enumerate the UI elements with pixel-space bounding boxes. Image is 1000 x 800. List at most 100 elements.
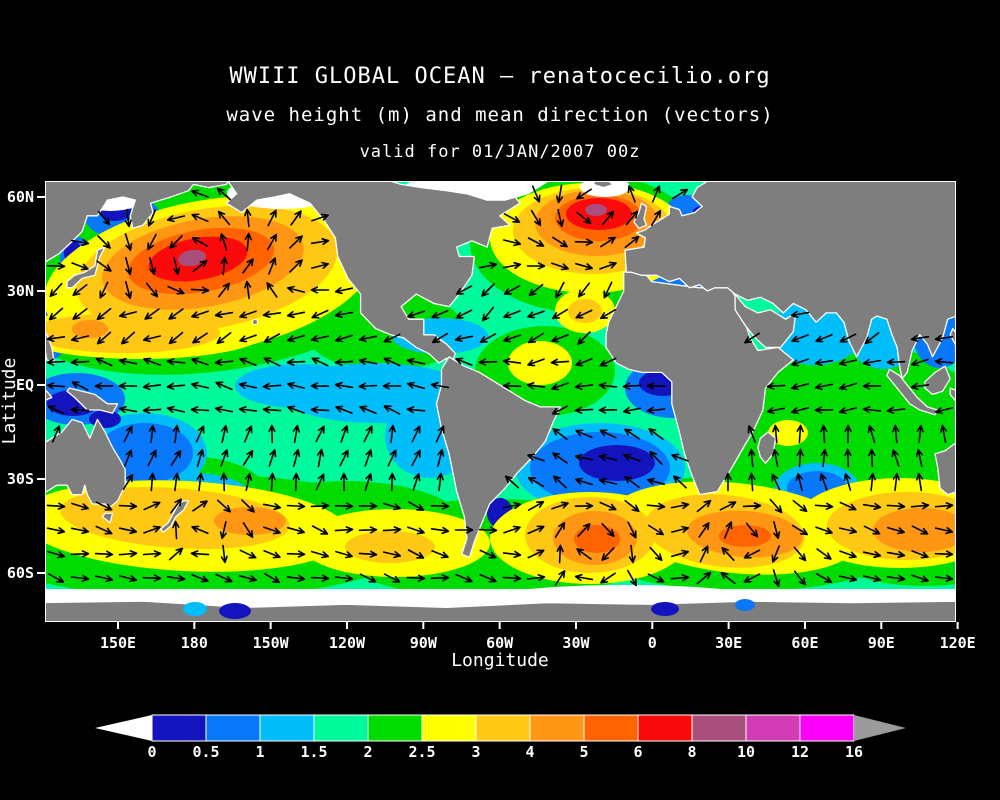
- south-america-landmass: [435, 356, 562, 558]
- vector-arrow: [71, 262, 89, 271]
- antarctica-layer: [45, 589, 956, 622]
- vector-arrow: [603, 281, 613, 299]
- page-subtitle: wave height (m) and mean direction (vect…: [226, 104, 774, 126]
- vector-arrow: [647, 477, 665, 485]
- vector-arrow: [551, 308, 569, 320]
- vector-arrow: [190, 550, 210, 558]
- colorbar-tick-label: 3: [471, 743, 480, 761]
- vector-arrow: [455, 573, 473, 583]
- vector-arrow: [481, 283, 495, 297]
- y-tick-label: 60S: [7, 564, 34, 582]
- vector-arrow: [771, 473, 781, 491]
- vector-arrow: [268, 472, 276, 492]
- vector-arrow: [412, 473, 421, 491]
- vector-arrow: [600, 572, 616, 584]
- vector-arrow: [624, 500, 640, 512]
- vector-arrow: [843, 473, 852, 491]
- vector-arrow: [263, 526, 281, 535]
- vector-arrow: [173, 256, 181, 276]
- vector-arrow: [125, 257, 133, 275]
- vector-arrow: [502, 382, 522, 390]
- vector-arrow: [124, 233, 133, 251]
- vector-arrow: [241, 499, 255, 513]
- vector-arrow: [481, 306, 495, 322]
- vector-arrow: [886, 406, 906, 414]
- vector-arrow: [168, 308, 184, 320]
- vector-arrow: [262, 310, 282, 318]
- y-tick-label: 30S: [7, 470, 34, 488]
- vector-arrow: [286, 574, 306, 582]
- colorbar-segment: [799, 714, 855, 742]
- vector-arrow: [650, 209, 662, 227]
- vector-arrow: [862, 551, 882, 559]
- vector-arrow: [220, 544, 228, 564]
- vector-arrow: [622, 382, 642, 390]
- vector-arrow: [724, 521, 733, 539]
- vector-arrow: [646, 382, 666, 390]
- vector-arrow: [816, 548, 832, 560]
- coastal-wave-patch: [183, 602, 207, 616]
- vector-arrow: [503, 310, 521, 319]
- vector-arrow: [147, 449, 157, 467]
- y-tick-label: 60N: [7, 188, 34, 206]
- x-tick-label: 90E: [868, 634, 895, 652]
- vector-arrow: [839, 333, 857, 343]
- vector-arrow: [145, 282, 159, 298]
- x-tick-label: 180: [181, 634, 208, 652]
- vector-arrow: [648, 524, 664, 536]
- vector-arrow: [147, 233, 157, 251]
- vector-arrow: [148, 424, 156, 444]
- british-isles-landmass: [633, 202, 648, 229]
- vector-arrow: [215, 573, 233, 583]
- vector-arrow: [934, 527, 954, 535]
- vector-arrow: [340, 425, 349, 443]
- wave-height-blob: [719, 525, 771, 547]
- vector-arrow: [359, 573, 377, 583]
- vector-arrow: [286, 550, 306, 558]
- vector-arrow: [71, 381, 89, 391]
- vector-arrow: [935, 407, 953, 415]
- colorbar-above-range-arrow: [854, 715, 906, 741]
- vector-arrow: [479, 333, 497, 343]
- colorbar-segment: [151, 714, 207, 742]
- vector-arrow: [407, 501, 425, 511]
- vector-arrow: [838, 359, 858, 367]
- colorbar-segment: [583, 714, 639, 742]
- vector-arrow: [217, 210, 231, 226]
- vector-arrow: [95, 501, 113, 511]
- vector-arrow: [454, 334, 474, 343]
- vector-arrow: [310, 574, 330, 582]
- vector-arrow: [527, 525, 545, 535]
- vector-arrow: [624, 235, 640, 249]
- vector-arrow: [790, 310, 810, 319]
- vector-arrow: [720, 571, 736, 585]
- vector-arrow: [388, 472, 396, 492]
- vector-arrow: [772, 569, 781, 587]
- vector-arrow: [72, 308, 88, 320]
- y-tick-label: 30N: [7, 282, 34, 300]
- vector-arrow: [97, 210, 111, 226]
- vector-arrow: [244, 208, 252, 228]
- vector-arrow: [293, 449, 301, 467]
- borneo-landmass: [924, 365, 951, 396]
- vector-arrow: [576, 211, 592, 225]
- vector-arrow: [191, 357, 209, 366]
- vector-arrow: [220, 472, 228, 492]
- vector-arrow: [46, 382, 66, 390]
- vector-arrow: [601, 547, 615, 561]
- vector-arrow: [911, 550, 929, 559]
- vector-arrow: [891, 449, 900, 467]
- vector-arrow: [334, 381, 354, 390]
- vector-arrow: [649, 451, 663, 465]
- vector-arrow: [310, 238, 330, 246]
- x-tick-label: 90W: [410, 634, 438, 652]
- vector-arrow: [166, 574, 186, 582]
- wave-height-blob: [235, 364, 365, 408]
- wave-height-blob: [89, 410, 121, 428]
- vector-arrow: [868, 448, 876, 468]
- vector-arrow: [263, 550, 281, 559]
- vector-arrow: [887, 526, 905, 535]
- wave-height-blob: [72, 320, 108, 338]
- vector-arrow: [576, 548, 592, 560]
